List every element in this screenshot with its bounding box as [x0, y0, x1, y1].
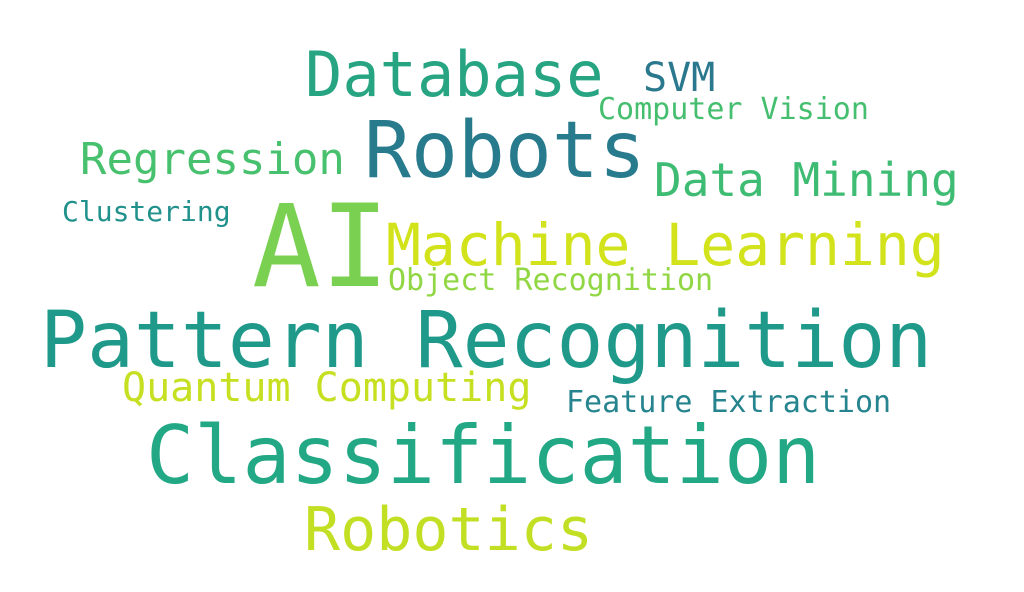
word-robotics: Robotics [304, 495, 593, 565]
word-robots: Robots [364, 106, 646, 196]
word-clustering: Clustering [62, 195, 231, 228]
word-ai: AI [252, 180, 390, 313]
word-computer-vision: Computer Vision [598, 92, 869, 127]
word-pattern-recognition: Pattern Recognition [40, 296, 933, 386]
word-data-mining: Data Mining [654, 153, 959, 207]
word-object-recognition: Object Recognition [388, 263, 714, 298]
word-feature-extraction: Feature Extraction [566, 385, 892, 420]
word-database: Database [305, 38, 604, 111]
word-svm: SVM [643, 55, 716, 101]
word-machine-learning: Machine Learning [386, 211, 945, 279]
word-quantum-computing: Quantum Computing [122, 365, 532, 411]
word-regression: Regression [80, 134, 345, 185]
word-classification: Classification [146, 409, 821, 502]
